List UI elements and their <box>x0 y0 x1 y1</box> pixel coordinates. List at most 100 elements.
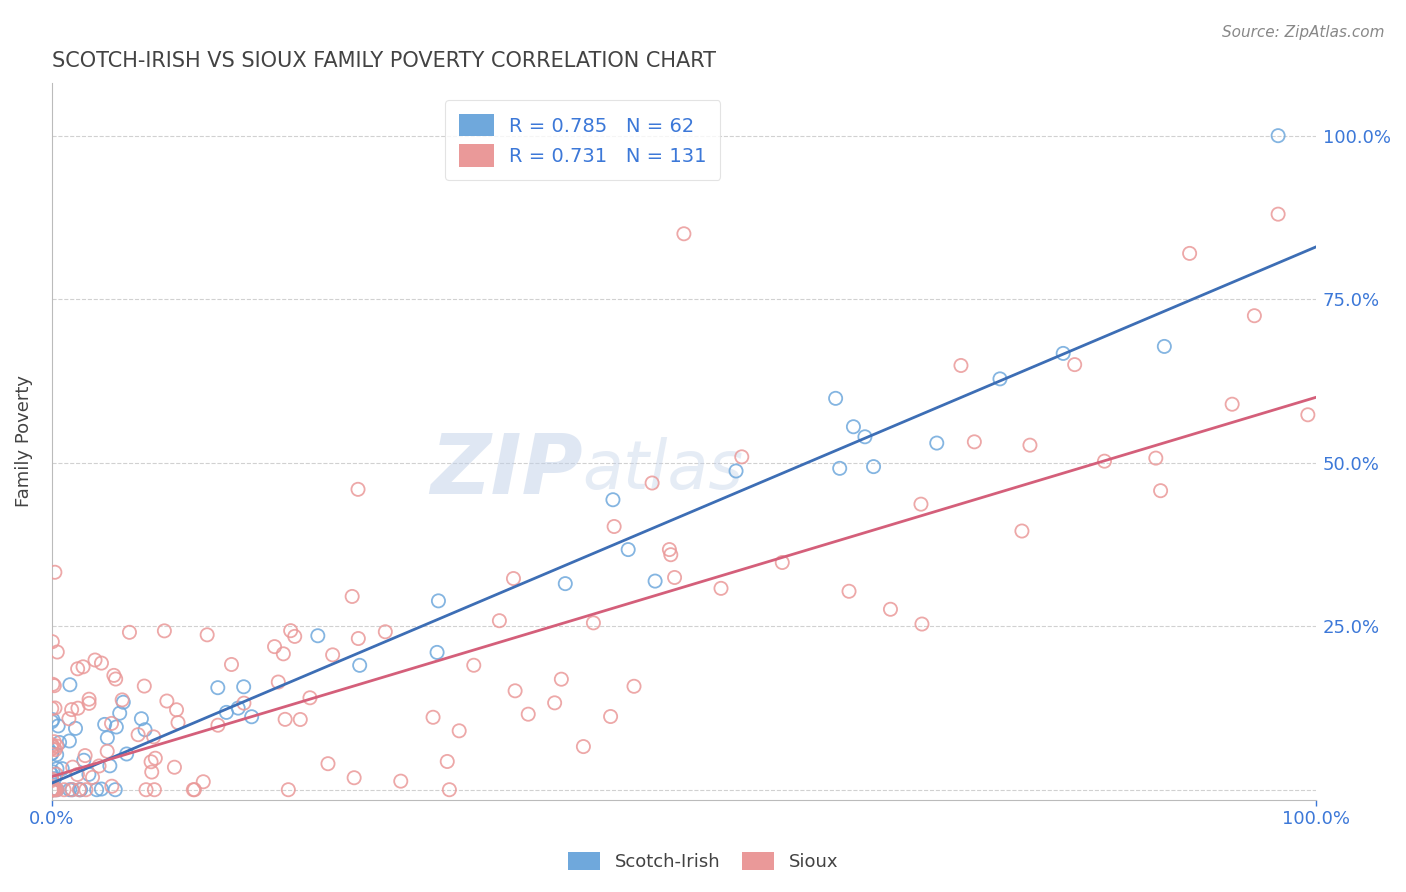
Point <box>41 782 63 797</box>
Point <box>617 542 640 557</box>
Point <box>1011 524 1033 538</box>
Point <box>449 723 471 738</box>
Point <box>274 712 297 726</box>
Point <box>911 617 934 632</box>
Point <box>427 594 450 608</box>
Point <box>142 730 165 744</box>
Point <box>828 461 851 475</box>
Point <box>925 436 948 450</box>
Point <box>263 640 285 654</box>
Point <box>66 662 89 676</box>
Point <box>41 782 63 797</box>
Point <box>1052 346 1074 360</box>
Point <box>73 753 96 767</box>
Point <box>277 782 299 797</box>
Point <box>672 227 695 241</box>
Point <box>153 624 176 638</box>
Point <box>67 782 90 797</box>
Point <box>502 572 524 586</box>
Point <box>46 782 69 797</box>
Point <box>75 782 97 797</box>
Point <box>69 782 91 797</box>
Point <box>77 692 100 706</box>
Point <box>1153 339 1175 353</box>
Point <box>280 624 302 638</box>
Point <box>949 359 972 373</box>
Point <box>42 713 65 727</box>
Point <box>41 782 63 797</box>
Point <box>45 739 67 753</box>
Point <box>347 632 370 646</box>
Point <box>115 747 138 761</box>
Point <box>1220 397 1243 411</box>
Point <box>710 582 733 596</box>
Point <box>1267 128 1289 143</box>
Point <box>221 657 243 672</box>
Point <box>232 696 254 710</box>
Point <box>42 764 65 779</box>
Point <box>90 656 112 670</box>
Point <box>488 614 510 628</box>
Point <box>44 772 66 786</box>
Point <box>42 740 65 755</box>
Point <box>134 679 156 693</box>
Point <box>45 782 67 797</box>
Point <box>141 765 163 780</box>
Point <box>824 392 846 406</box>
Point <box>550 672 572 686</box>
Point <box>156 694 179 708</box>
Text: ZIP: ZIP <box>430 430 582 510</box>
Point <box>90 782 112 797</box>
Point <box>41 701 63 715</box>
Point <box>42 677 65 691</box>
Point <box>644 574 666 588</box>
Point <box>45 767 67 781</box>
Point <box>284 629 307 643</box>
Point <box>322 648 344 662</box>
Point <box>143 751 166 765</box>
Point <box>53 782 76 797</box>
Point <box>48 735 70 749</box>
Point <box>77 767 100 781</box>
Point <box>96 744 118 758</box>
Point <box>41 714 63 729</box>
Point <box>770 556 793 570</box>
Point <box>436 755 458 769</box>
Point <box>163 760 186 774</box>
Point <box>41 782 63 797</box>
Point <box>572 739 595 754</box>
Point <box>910 497 932 511</box>
Point <box>134 723 156 737</box>
Point <box>853 430 876 444</box>
Point <box>77 697 100 711</box>
Point <box>582 615 605 630</box>
Point <box>46 645 69 659</box>
Point <box>60 782 83 797</box>
Point <box>60 782 83 797</box>
Point <box>58 734 80 748</box>
Point <box>439 782 461 797</box>
Point <box>641 475 664 490</box>
Point <box>1296 408 1319 422</box>
Point <box>101 779 124 793</box>
Point <box>340 590 363 604</box>
Point <box>658 542 681 557</box>
Point <box>45 747 67 762</box>
Point <box>44 679 66 693</box>
Point <box>838 584 860 599</box>
Point <box>316 756 339 771</box>
Point <box>343 771 366 785</box>
Point <box>193 774 215 789</box>
Point <box>44 782 66 797</box>
Point <box>207 681 229 695</box>
Point <box>347 483 370 497</box>
Point <box>599 709 621 723</box>
Point <box>100 716 122 731</box>
Point <box>183 782 205 797</box>
Point <box>87 759 110 773</box>
Point <box>86 782 108 797</box>
Point <box>59 678 82 692</box>
Point <box>842 419 865 434</box>
Point <box>963 434 986 449</box>
Point <box>66 701 89 715</box>
